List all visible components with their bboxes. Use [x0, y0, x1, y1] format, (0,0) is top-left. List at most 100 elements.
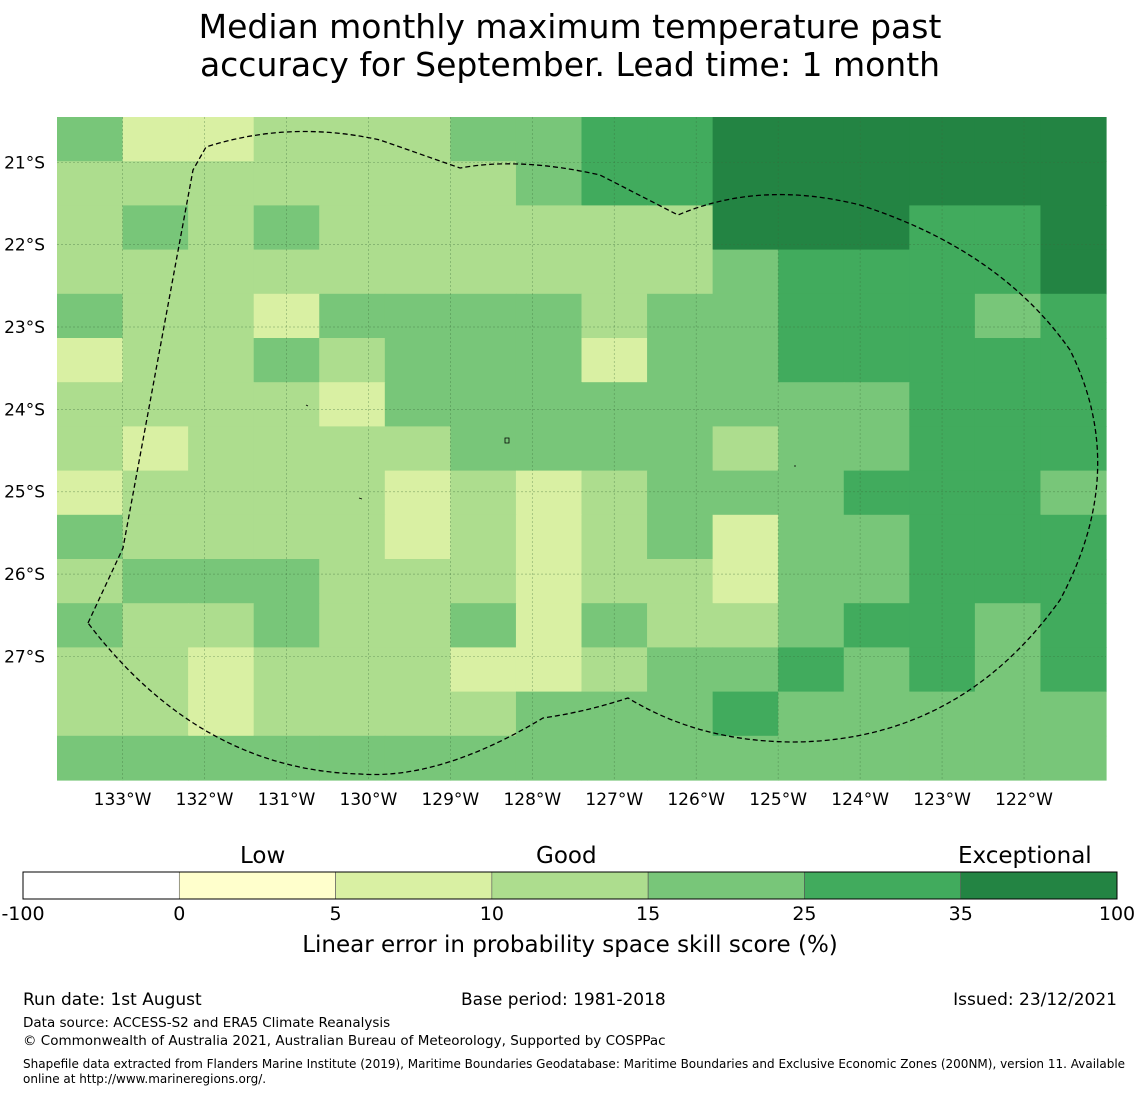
grid-cell [515, 470, 583, 516]
eez-boundary-outer [87, 130, 1099, 776]
grid-cell [253, 117, 320, 162]
grid-cell [712, 382, 779, 427]
grid-cell [253, 426, 320, 472]
grid-cell [974, 117, 1042, 162]
colorbar-tick-label: 10 [479, 903, 504, 925]
colorbar-tick-label: 15 [636, 903, 661, 925]
grid-cell [909, 691, 976, 737]
grid-cell [647, 293, 714, 339]
grid-cell [843, 161, 910, 206]
grid-cell [253, 161, 320, 206]
grid-cell [122, 426, 189, 472]
longitude-tick-label: 124°W [831, 790, 889, 810]
eez-boundary-layer [87, 130, 1099, 776]
grid-cell [253, 691, 320, 737]
grid-cell [384, 559, 451, 604]
grid-cell [253, 382, 320, 427]
grid-cell [778, 338, 845, 383]
grid-cell [1040, 514, 1107, 560]
title-line-2: accuracy for September. Lead time: 1 mon… [199, 45, 941, 84]
grid-cell [57, 691, 124, 737]
grid-cell [581, 338, 648, 383]
grid-cell [122, 691, 189, 737]
longitude-tick-label: 133°W [94, 790, 152, 810]
grid-cell [319, 470, 386, 516]
grid-cell [122, 514, 189, 560]
grid-cell [319, 647, 386, 693]
grid-cell [57, 161, 124, 206]
skill-map: 133°W 132°W 131°W 130°W 129°W 128°W 127°W 126°W… [4, 117, 1107, 810]
colorbar-tick-label: 100 [1098, 903, 1136, 925]
grid-cell [384, 161, 451, 206]
grid-cell [581, 514, 648, 560]
grid-cell [253, 647, 320, 693]
grid-cell [581, 691, 648, 737]
colorbar-segment [22, 871, 180, 900]
grid-cell [712, 426, 779, 472]
grid-cell [778, 382, 845, 427]
latitude-tick-label: 26°S [4, 565, 45, 585]
grid-cell [843, 338, 910, 383]
grid-cell [1040, 249, 1107, 295]
grid-cell [647, 382, 714, 427]
grid-cell [843, 293, 910, 339]
grid-cell [778, 603, 845, 648]
grid-cell [450, 426, 517, 472]
grid-cell [122, 559, 189, 604]
grid-cell [909, 161, 976, 206]
grid-cell [450, 647, 517, 693]
grid-cell [778, 161, 845, 206]
grid-cell [581, 161, 648, 206]
grid-cell [188, 647, 255, 693]
grid-cell [1040, 382, 1107, 427]
grid-cell [581, 249, 648, 295]
grid-cell [122, 117, 189, 162]
shapefile-credit: Shapefile data extracted from Flanders M… [23, 1057, 1138, 1087]
grid-cell [384, 382, 451, 427]
grid-cell [450, 293, 517, 339]
grid-cell [909, 117, 976, 162]
grid-cell [778, 249, 845, 295]
base-period: Base period: 1981-2018 [461, 990, 666, 1010]
grid-cell [1040, 117, 1107, 162]
island-outline-2 [305, 404, 309, 407]
grid-cell [581, 603, 648, 648]
latitude-tick-label: 23°S [4, 318, 45, 338]
grid-cell [974, 735, 1042, 781]
grid-cell [515, 293, 583, 339]
grid-cell [974, 205, 1042, 251]
grid-cell [384, 205, 451, 251]
grid-cell [450, 161, 517, 206]
grid-cell [843, 117, 910, 162]
grid-cell [778, 117, 845, 162]
colorbar-tick-label: 35 [948, 903, 973, 925]
grid-cell [450, 338, 517, 383]
grid-cell [384, 338, 451, 383]
grid-cell [515, 647, 583, 693]
grid-cell [253, 514, 320, 560]
grid-cell [122, 647, 189, 693]
grid-cell [1040, 603, 1107, 648]
longitude-tick-label: 128°W [503, 790, 561, 810]
colorbar-segment [491, 871, 649, 900]
grid-cell [319, 338, 386, 383]
issued-date: Issued: 23/12/2021 [953, 990, 1117, 1010]
grid-cell [122, 293, 189, 339]
longitude-tick-label: 126°W [667, 790, 725, 810]
grid-cell [581, 735, 648, 781]
grid-cell [515, 382, 583, 427]
grid-cell [843, 559, 910, 604]
skill-grid [57, 117, 1107, 781]
grid-cell [1040, 338, 1107, 383]
grid-cell [581, 470, 648, 516]
grid-cell [778, 691, 845, 737]
grid-cell [647, 205, 714, 251]
grid-cell [450, 117, 517, 162]
grid-cell [450, 559, 517, 604]
grid-cell [515, 603, 583, 648]
grid-cell [843, 249, 910, 295]
grid-cell [188, 205, 255, 251]
grid-cell [384, 691, 451, 737]
grid-cell [909, 382, 976, 427]
colorbar [22, 871, 1118, 900]
